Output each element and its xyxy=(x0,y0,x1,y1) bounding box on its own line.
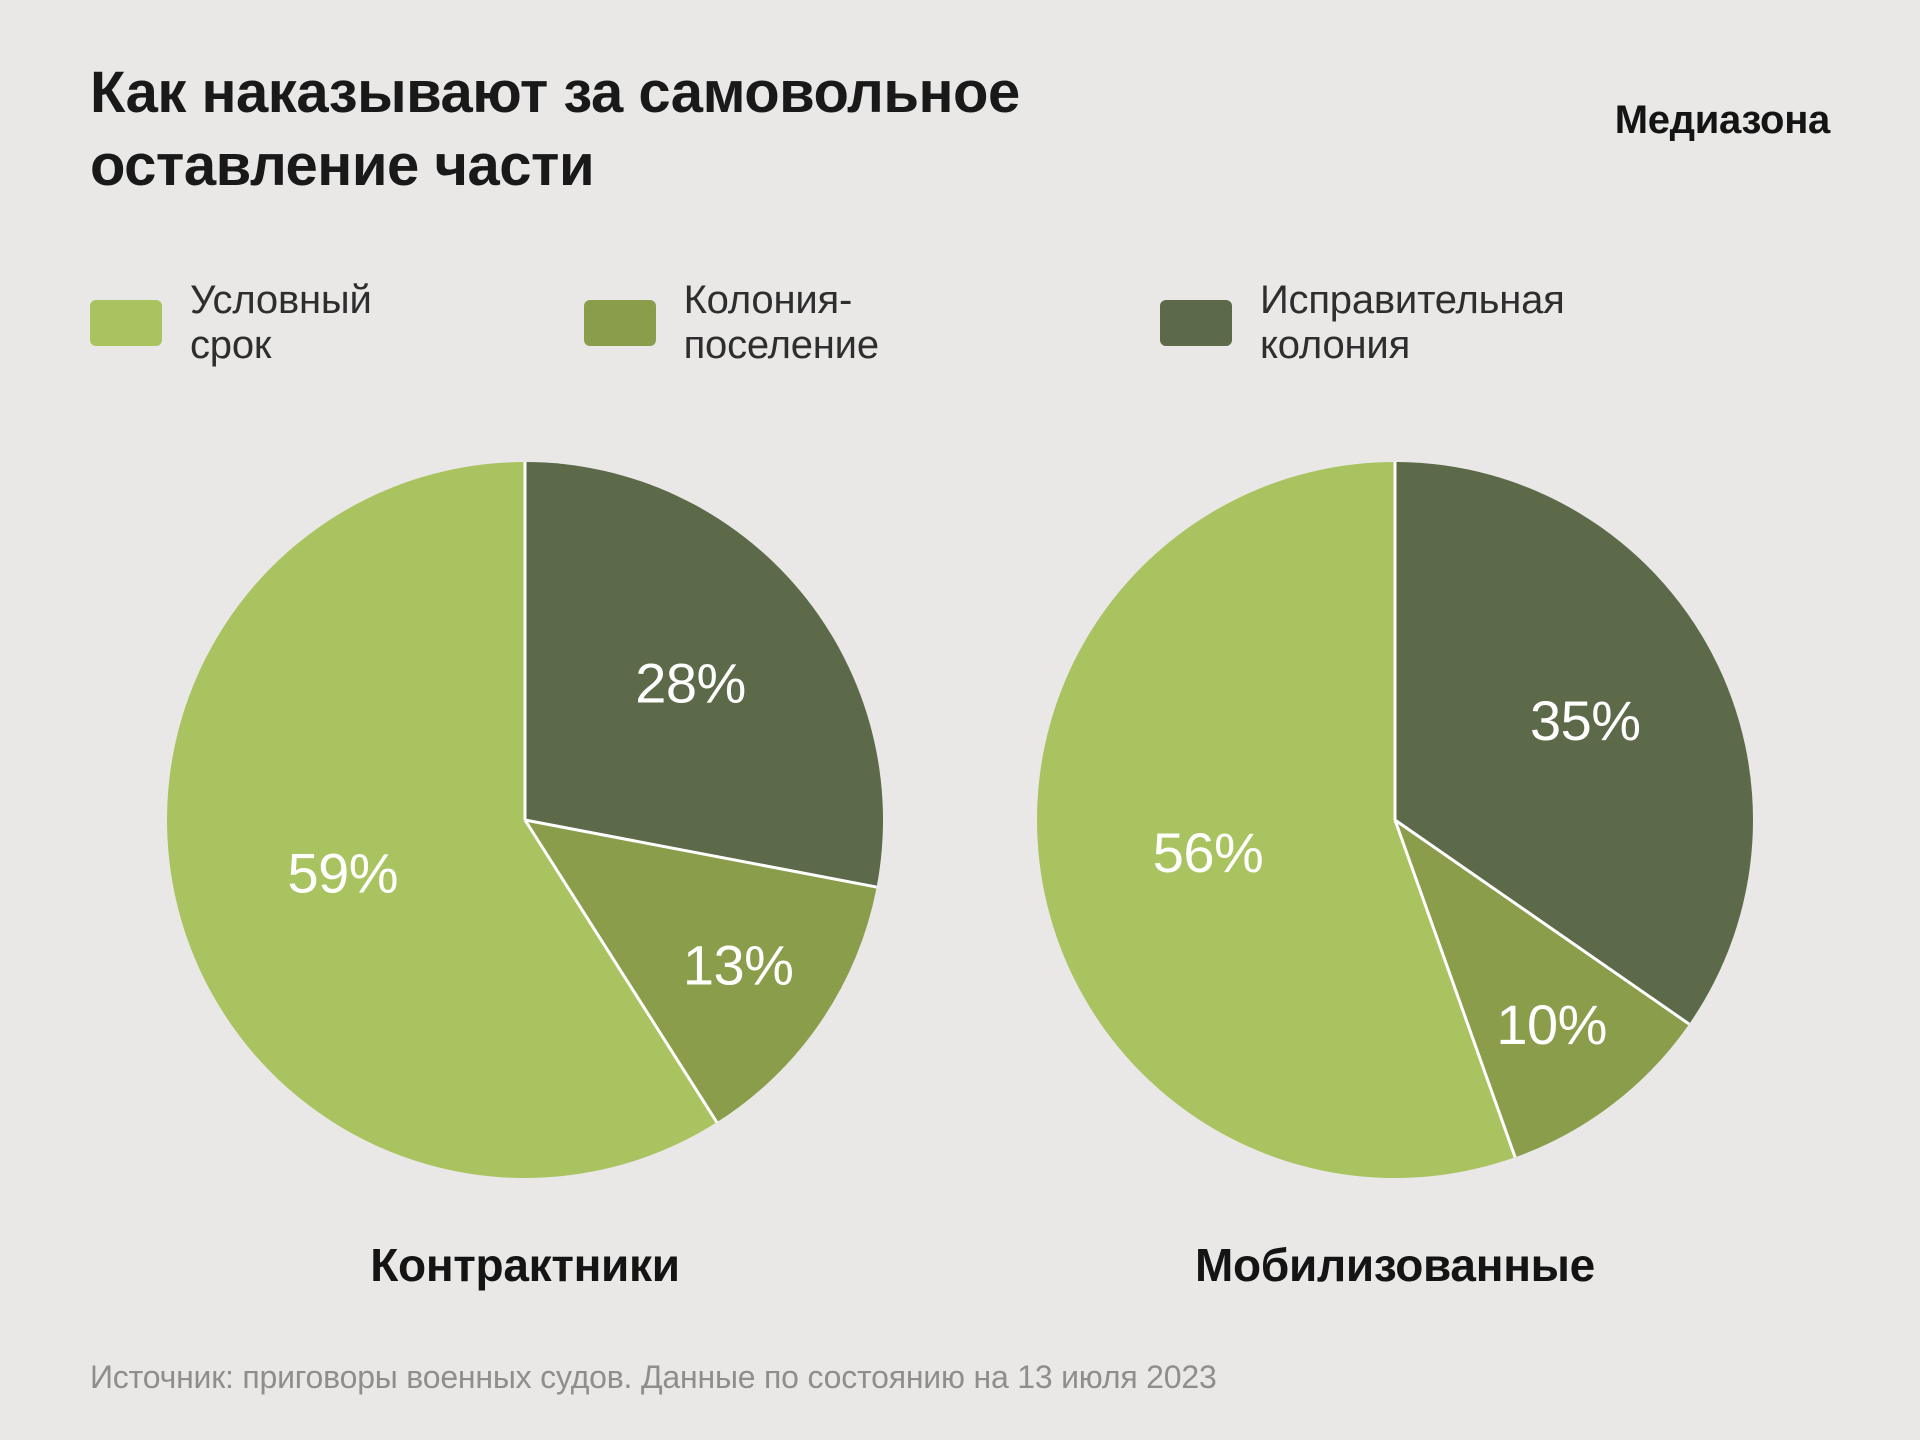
source-note: Источник: приговоры военных судов. Данны… xyxy=(90,1359,1217,1395)
legend-label: Колония-поселение xyxy=(683,278,879,368)
slice-divider xyxy=(1394,818,1690,1026)
pie-slice-label: 10% xyxy=(1496,993,1607,1056)
legend-item-uslovny-srok: Условный срок xyxy=(90,278,434,368)
pie-slice xyxy=(525,820,877,1123)
pie-slice xyxy=(1036,462,1516,1179)
pie-slice-label: 28% xyxy=(635,652,746,715)
slice-divider xyxy=(1393,819,1517,1158)
page-title: Как наказывают за самовольное оставление… xyxy=(90,56,1020,202)
slice-divider xyxy=(523,819,719,1124)
pie-chart-mobilizovannye: 35% 10% 56% xyxy=(1025,450,1765,1190)
legend-item-koloniya-poselenie: Колония-поселение xyxy=(583,278,1010,368)
page-title-line-2: оставление части xyxy=(90,133,595,199)
legend-label: Исправительная колония xyxy=(1259,278,1565,368)
pie-title-contractniki: Контрактники xyxy=(370,1239,680,1292)
pie-chart-contractniki: 28% 13% 59% xyxy=(155,450,895,1190)
legend-item-ispravitelnaya-koloniya: Исправительная колония xyxy=(1159,278,1680,368)
pie-slice-label: 59% xyxy=(287,842,398,905)
chart-legend: Условный срок Колония-поселение Исправит… xyxy=(90,278,1830,368)
legend-label: Условный срок xyxy=(190,278,372,368)
charts-row: 28% 13% 59% Контрактники 35% 10% 56% Мобилиз… xyxy=(90,450,1830,1292)
pie-chart: 35% 10% 56% xyxy=(1036,462,1753,1179)
pie-chart: 28% 13% 59% xyxy=(167,462,884,1179)
pie-slice-label: 13% xyxy=(683,934,794,997)
header: Как наказывают за самовольное оставление… xyxy=(90,56,1830,202)
slice-divider xyxy=(524,818,877,889)
pie-title-mobilizovannye: Мобилизованные xyxy=(1195,1239,1595,1292)
pie-slice xyxy=(1395,820,1690,1158)
legend-swatch-dark-green xyxy=(1159,300,1232,347)
legend-swatch-light-green xyxy=(90,300,162,347)
page-title-line-1: Как наказывают за самовольное xyxy=(90,60,1020,125)
pie-slice-label: 35% xyxy=(1530,689,1641,752)
pie-figure-mobilizovannye: 35% 10% 56% Мобилизованные xyxy=(960,450,1830,1292)
legend-swatch-medium-green xyxy=(583,300,656,347)
pie-slice-label: 56% xyxy=(1153,821,1264,884)
pie-slice xyxy=(1395,462,1753,1025)
pie-figure-contractniki: 28% 13% 59% Контрактники xyxy=(90,450,960,1292)
pie-slice xyxy=(167,462,717,1179)
brand-logo: Медиазона xyxy=(1614,98,1831,142)
pie-slice xyxy=(525,462,884,888)
